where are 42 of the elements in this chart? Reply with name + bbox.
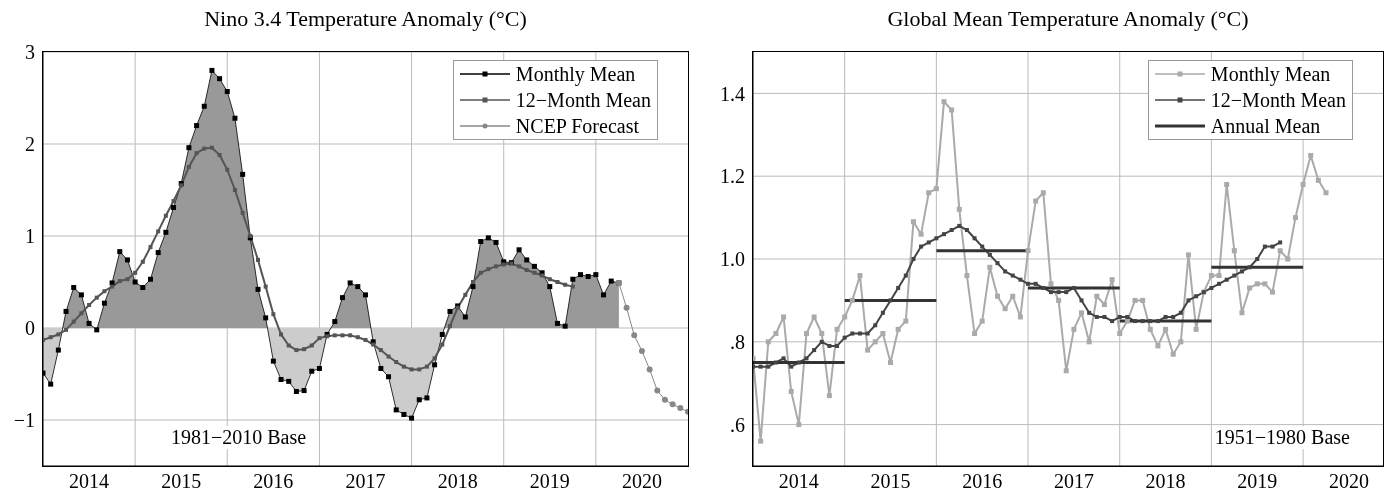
chart-title: Global Mean Temperature Anomaly (°C) <box>886 6 1250 32</box>
point <box>677 405 684 412</box>
point <box>654 387 661 394</box>
chart-title: Nino 3.4 Temperature Anomaly (°C) <box>203 6 528 32</box>
x-tick-label: 2019 <box>529 470 570 493</box>
y-tick-label: −1 <box>13 409 35 432</box>
x-tick-label: 2016 <box>962 470 1003 493</box>
x-tick-label: 2020 <box>1328 470 1369 493</box>
x-tick-label: 2014 <box>778 470 819 493</box>
x-tick-label: 2020 <box>621 470 662 493</box>
point <box>669 401 676 408</box>
x-tick-label: 2015 <box>161 470 202 493</box>
x-tick-label: 2014 <box>69 470 110 493</box>
x-tick-label: 2017 <box>1053 470 1094 493</box>
y-tick-label: 2 <box>25 133 35 156</box>
y-tick-label: 1.0 <box>720 248 745 271</box>
point <box>623 304 630 311</box>
legend-label: NCEP Forecast <box>515 114 639 139</box>
y-tick-label: 3 <box>25 41 35 64</box>
x-tick-label: 2019 <box>1237 470 1278 493</box>
x-tick-label: 2018 <box>437 470 478 493</box>
point <box>638 348 645 354</box>
y-tick-label: .8 <box>730 330 745 353</box>
point <box>631 332 638 339</box>
x-tick-label: 2017 <box>345 470 386 493</box>
y-tick-label: 0 <box>25 317 35 340</box>
y-tick-label: 1.2 <box>720 165 745 188</box>
legend-label: Monthly Mean <box>1210 62 1331 87</box>
legend-label: 12−Month Mean <box>515 88 651 113</box>
legend-label: 12−Month Mean <box>1210 88 1346 113</box>
y-tick-label: .6 <box>730 413 745 436</box>
y-tick-label: 1.4 <box>720 82 745 105</box>
y-tick-label: 1 <box>25 225 35 248</box>
x-tick-label: 2018 <box>1145 470 1186 493</box>
point <box>661 396 668 403</box>
legend-label: Monthly Mean <box>515 62 636 87</box>
annotation: 1981−2010 Base <box>168 426 310 449</box>
x-tick-label: 2015 <box>870 470 911 493</box>
annotation: 1951−1980 Base <box>1211 426 1353 449</box>
point <box>646 366 653 373</box>
legend-label: Annual Mean <box>1210 114 1321 139</box>
x-tick-label: 2016 <box>253 470 294 493</box>
